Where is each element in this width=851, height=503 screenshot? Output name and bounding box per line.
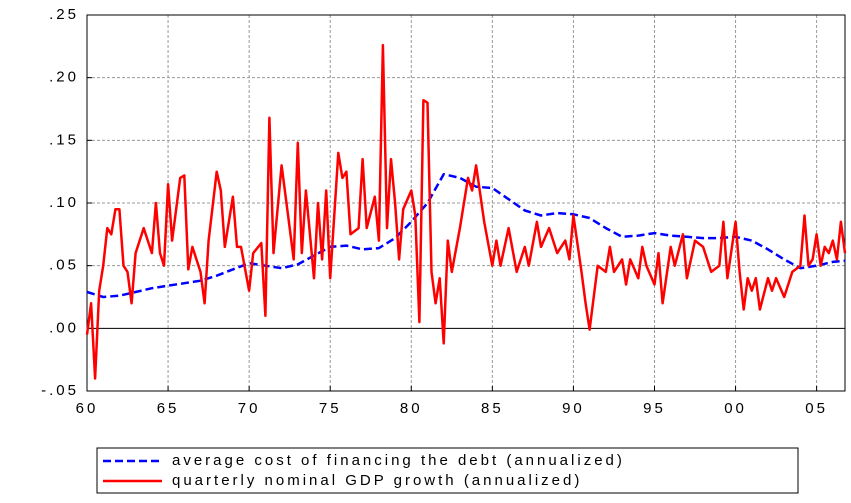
x-tick-label: 90 <box>562 400 585 417</box>
y-tick-label: .20 <box>49 69 79 86</box>
x-tick-label: 75 <box>319 400 342 417</box>
x-tick-label: 65 <box>157 400 180 417</box>
legend-box <box>96 447 799 494</box>
x-tick-label: 60 <box>76 400 99 417</box>
series-line <box>85 43 847 380</box>
y-tick-label: .05 <box>49 257 79 274</box>
x-tick-label: 70 <box>238 400 261 417</box>
legend-label: average cost of financing the debt (annu… <box>172 452 625 469</box>
x-tick-label: 85 <box>481 400 504 417</box>
x-tick-label: 00 <box>724 400 747 417</box>
plot-frame <box>86 14 846 392</box>
y-tick-label: .25 <box>49 6 79 23</box>
y-tick-label: .10 <box>49 194 79 211</box>
x-tick-label: 05 <box>805 400 828 417</box>
legend-label: quarterly nominal GDP growth (annualized… <box>172 472 582 489</box>
y-tick-label: -.05 <box>41 382 79 399</box>
y-tick-label: .15 <box>49 131 79 148</box>
y-tick-label: .00 <box>49 319 79 336</box>
x-tick-label: 80 <box>400 400 423 417</box>
x-tick-label: 95 <box>643 400 666 417</box>
